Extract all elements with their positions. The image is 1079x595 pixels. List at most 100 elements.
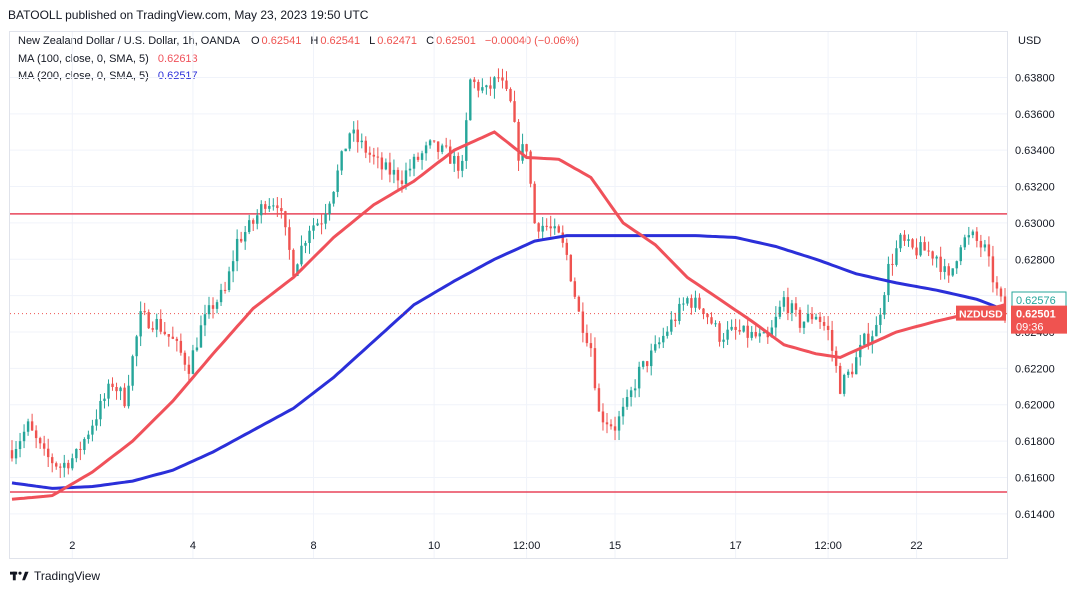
candle-body — [59, 466, 62, 468]
candle-body — [497, 77, 500, 79]
legend-change: −0.00040 (−0.06%) — [484, 35, 580, 47]
candle-body — [967, 235, 971, 238]
candle-body — [999, 288, 1003, 297]
legend-h-value: 0.62541 — [320, 35, 361, 47]
candle-body — [167, 334, 171, 337]
candle-body — [280, 208, 283, 212]
x-tick-label: 10 — [428, 540, 440, 552]
footer-brand[interactable]: TradingView — [34, 569, 101, 583]
candle-body — [292, 249, 295, 276]
candle-body — [726, 329, 729, 340]
candle-body — [830, 329, 834, 351]
candle-body — [939, 256, 942, 272]
candle-body — [151, 328, 154, 330]
candle-body — [372, 154, 376, 157]
candle-body — [91, 425, 94, 435]
candle-body — [987, 244, 991, 257]
candle-body — [400, 180, 404, 184]
legend-h-label: H — [310, 35, 319, 47]
candle-body — [477, 81, 480, 91]
y-tick-label: 0.63600 — [1015, 109, 1055, 121]
legend-o-label: O — [250, 35, 260, 47]
candle-body — [316, 223, 319, 226]
candle-body — [75, 448, 78, 459]
candle-body — [883, 295, 886, 315]
x-tick-label: 2 — [69, 540, 75, 552]
candle-body — [863, 333, 866, 345]
candle-body — [344, 148, 347, 152]
candle-body — [859, 344, 862, 358]
candle-body — [770, 327, 774, 338]
candle-body — [243, 232, 247, 242]
candle-body — [895, 248, 898, 265]
candle-body — [742, 325, 745, 332]
candle-body — [871, 336, 874, 345]
candle-body — [537, 223, 540, 232]
candle-body — [127, 385, 130, 407]
candle-body — [549, 226, 552, 229]
candle-body — [103, 398, 106, 401]
candle-body — [959, 247, 962, 262]
ma100-line — [11, 130, 1006, 501]
candle-body — [613, 426, 617, 431]
candle-body — [678, 303, 681, 322]
candle-body — [444, 145, 448, 147]
candle-body — [83, 439, 86, 451]
candle-body — [585, 332, 589, 344]
candle-body — [979, 240, 983, 248]
candle-body — [927, 250, 930, 252]
candle-body — [256, 215, 259, 224]
candle-body — [332, 191, 335, 204]
candle-body — [436, 141, 440, 152]
y-tick-label: 0.61400 — [1015, 509, 1055, 521]
chart-frame[interactable] — [9, 31, 1008, 559]
ma200-line — [11, 234, 1006, 490]
x-tick-label: 4 — [190, 540, 196, 552]
candle-body — [46, 448, 50, 458]
candle-body — [247, 220, 251, 233]
candle-body — [360, 140, 363, 143]
candle-body — [147, 312, 150, 329]
candle-body — [235, 238, 239, 262]
candle-body — [943, 266, 946, 272]
candle-body — [95, 419, 98, 426]
candle-body — [533, 183, 536, 224]
candle-body — [227, 271, 231, 291]
x-tick-label: 22 — [910, 540, 922, 552]
candle-body — [428, 140, 432, 146]
candle-body — [670, 319, 673, 332]
last-price-tag — [1011, 305, 1067, 334]
candle-body — [30, 421, 34, 431]
candle-body — [786, 297, 790, 313]
candle-body — [264, 204, 267, 209]
candle-body — [115, 386, 118, 392]
candle-body — [312, 225, 315, 231]
legend-c-value: 0.62501 — [436, 35, 476, 47]
candle-body — [645, 361, 649, 367]
legend-ma200-value: 0.62517 — [157, 70, 198, 82]
candle-body — [424, 145, 428, 154]
candle-body — [368, 152, 372, 155]
candle-body — [971, 231, 975, 236]
candle-body — [710, 317, 713, 324]
candle-body — [440, 145, 444, 152]
candle-body — [388, 162, 392, 175]
candle-body — [541, 225, 544, 232]
candle-body — [629, 390, 633, 398]
candle-body — [159, 318, 162, 332]
candle-body — [453, 155, 456, 164]
candle-body — [260, 204, 263, 216]
y-tick-label: 0.62200 — [1015, 363, 1055, 375]
candle-body — [734, 326, 737, 330]
candle-body — [195, 347, 199, 351]
candle-body — [392, 169, 396, 175]
candle-body — [903, 234, 906, 241]
candle-body — [320, 223, 323, 225]
candle-body — [63, 462, 66, 468]
candle-body — [457, 155, 460, 171]
candle-body — [22, 431, 26, 442]
candle-body — [666, 331, 669, 336]
candle-body — [143, 311, 146, 313]
currency-label: USD — [1018, 35, 1041, 47]
